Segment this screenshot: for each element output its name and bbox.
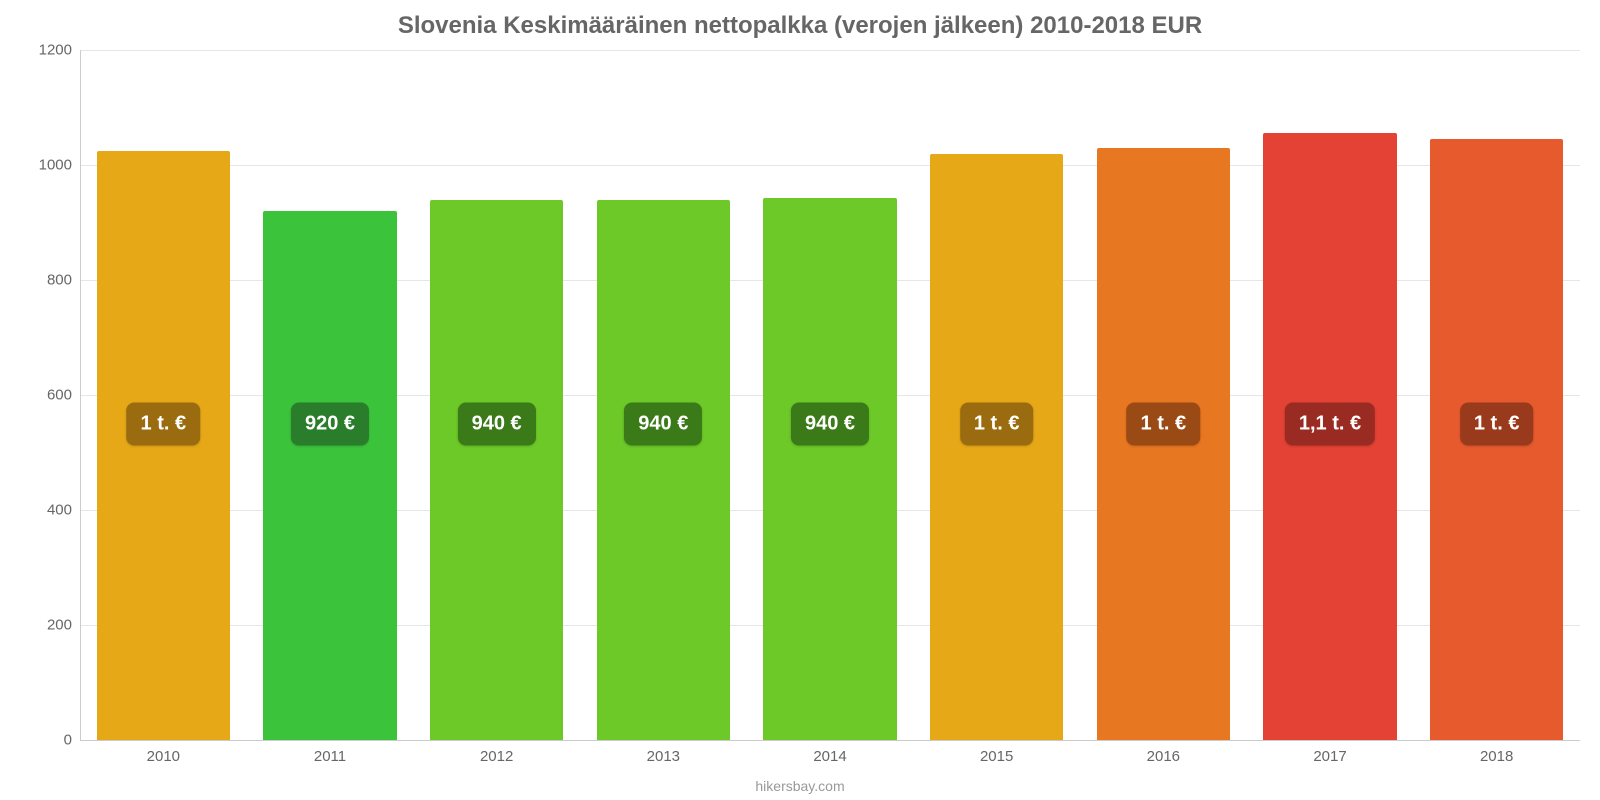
bar-value-label: 1 t. € xyxy=(1460,402,1534,445)
x-tick-label: 2010 xyxy=(147,748,180,765)
x-tick-label: 2014 xyxy=(813,748,846,765)
bar-value-label: 920 € xyxy=(291,402,369,445)
bar xyxy=(97,151,230,740)
x-tick-label: 2018 xyxy=(1480,748,1513,765)
y-tick-label: 200 xyxy=(12,617,72,634)
x-tick-label: 2017 xyxy=(1313,748,1346,765)
y-tick-label: 600 xyxy=(12,387,72,404)
bar-chart: Slovenia Keskimääräinen nettopalkka (ver… xyxy=(0,0,1600,800)
bar-value-label: 940 € xyxy=(458,402,536,445)
x-tick-label: 2015 xyxy=(980,748,1013,765)
chart-title: Slovenia Keskimääräinen nettopalkka (ver… xyxy=(0,12,1600,40)
bar xyxy=(763,198,896,740)
x-tick-label: 2016 xyxy=(1147,748,1180,765)
bar-value-label: 940 € xyxy=(791,402,869,445)
attribution-text: hikersbay.com xyxy=(0,778,1600,794)
y-tick-label: 1200 xyxy=(12,42,72,59)
y-tick-label: 1000 xyxy=(12,157,72,174)
y-tick-label: 800 xyxy=(12,272,72,289)
x-tick-label: 2012 xyxy=(480,748,513,765)
bar-value-label: 940 € xyxy=(624,402,702,445)
bar-value-label: 1,1 t. € xyxy=(1285,402,1375,445)
x-axis-line xyxy=(80,740,1580,741)
bar xyxy=(930,154,1063,741)
x-tick-label: 2011 xyxy=(314,748,346,765)
bar-value-label: 1 t. € xyxy=(127,402,201,445)
bar-value-label: 1 t. € xyxy=(1127,402,1201,445)
y-tick-label: 0 xyxy=(12,732,72,749)
bar xyxy=(597,200,730,741)
y-axis-line xyxy=(80,50,81,740)
y-tick-label: 400 xyxy=(12,502,72,519)
x-tick-label: 2013 xyxy=(647,748,680,765)
plot-area: 1 t. € 920 € 940 € 940 € 940 € 1 t. € 1 t. € 1,… xyxy=(80,50,1580,740)
bar xyxy=(430,200,563,741)
bar xyxy=(263,211,396,740)
bar-value-label: 1 t. € xyxy=(960,402,1034,445)
gridline xyxy=(80,50,1580,51)
